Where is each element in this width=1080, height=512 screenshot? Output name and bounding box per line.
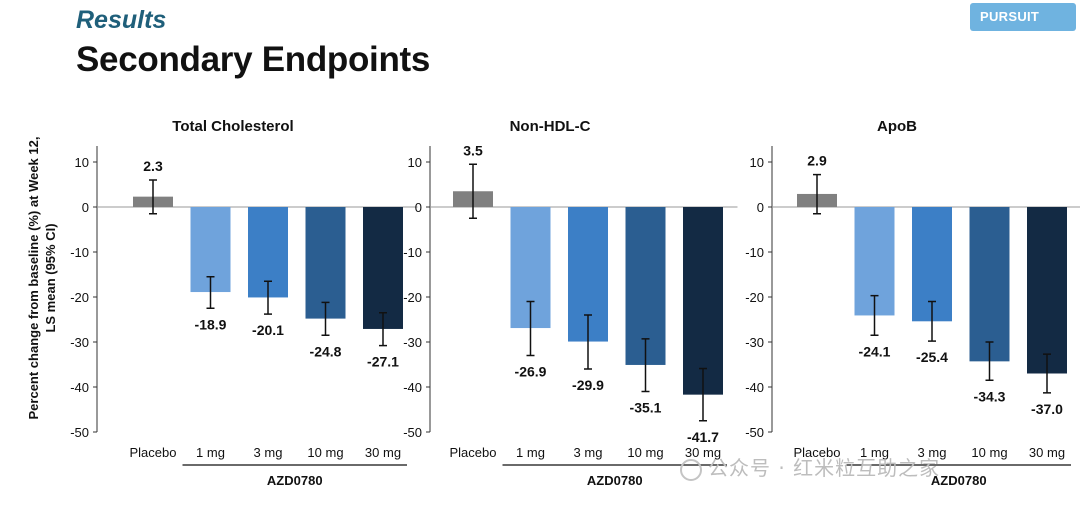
chart-1-bar-5: [363, 207, 403, 329]
chart-3-ytick-label: -50: [745, 425, 764, 440]
chart-3-value-label-2: -24.1: [859, 343, 891, 359]
chart-1-ytick-label: 0: [82, 200, 89, 215]
chart-3-group-label: AZD0780: [931, 473, 987, 488]
chart-3-value-label-4: -34.3: [974, 388, 1006, 404]
chart-2-value-label-5: -41.7: [687, 429, 719, 445]
chart-3-category-label-2: 1 mg: [860, 445, 889, 460]
chart-1-value-label-4: -24.8: [310, 343, 342, 359]
chart-3-ytick-label: 0: [757, 200, 764, 215]
chart-3-category-label-5: 30 mg: [1029, 445, 1065, 460]
page-title: Secondary Endpoints: [76, 40, 431, 79]
chart-2-ytick-label: -40: [403, 380, 422, 395]
chart-1-value-label-2: -18.9: [195, 316, 227, 332]
chart-1-ytick-label: -10: [70, 245, 89, 260]
chart-2-category-label-4: 10 mg: [627, 445, 663, 460]
chart-3-title: ApoB: [877, 118, 917, 135]
chart-2-category-label-1: Placebo: [450, 445, 497, 460]
section-label: Results: [76, 6, 167, 34]
chart-2-ytick-label: 10: [408, 155, 422, 170]
chart-2-value-label-2: -26.9: [515, 364, 547, 380]
wechat-icon: [680, 458, 702, 481]
chart-1-category-label-4: 10 mg: [307, 445, 343, 460]
chart-2-value-label-3: -29.9: [572, 377, 604, 393]
chart-3-ytick-label: -40: [745, 380, 764, 395]
chart-3-ytick-label: -30: [745, 335, 764, 350]
chart-1-value-label-5: -27.1: [367, 354, 399, 370]
chart-3-value-label-5: -37.0: [1031, 401, 1063, 417]
chart-3-ytick-label: -10: [745, 245, 764, 260]
chart-2-category-label-5: 30 mg: [685, 445, 721, 460]
chart-1-ytick-label: -40: [70, 380, 89, 395]
chart-2-ytick-label: -20: [403, 290, 422, 305]
chart-1-ytick-label: -50: [70, 425, 89, 440]
chart-2-value-label-1: 3.5: [463, 142, 483, 158]
chart-3-category-label-4: 10 mg: [971, 445, 1007, 460]
chart-3-bar-4: [969, 207, 1010, 362]
watermark-text: 公众号 · 红米粒互助之家: [708, 456, 941, 480]
chart-2-bar-5: [683, 207, 723, 395]
chart-1-ytick-label: -20: [70, 290, 89, 305]
chart-2-ytick-label: -50: [403, 425, 422, 440]
chart-3-value-label-1: 2.9: [807, 153, 827, 169]
chart-2-ytick-label: 0: [415, 200, 422, 215]
chart-1-ytick-label: -30: [70, 335, 89, 350]
watermark: 公众号 · 红米粒互助之家: [680, 452, 940, 481]
chart-3-category-label-3: 3 mg: [918, 445, 947, 460]
chart-1-category-label-2: 1 mg: [196, 445, 225, 460]
chart-1-value-label-1: 2.3: [143, 158, 163, 174]
chart-2-group-label: AZD0780: [587, 473, 643, 488]
chart-2-value-label-4: -35.1: [630, 400, 662, 416]
chart-1-ytick-label: 10: [75, 155, 89, 170]
chart-2-ytick-label: -30: [403, 335, 422, 350]
chart-1-title: Total Cholesterol: [172, 118, 293, 135]
chart-3-bar-5: [1027, 207, 1067, 374]
chart-2-ytick-label: -10: [403, 245, 422, 260]
chart-1-group-label: AZD0780: [267, 473, 323, 488]
chart-2-category-label-2: 1 mg: [516, 445, 545, 460]
chart-2-title: Non-HDL-C: [510, 118, 591, 135]
chart-1-bar-4: [305, 207, 346, 319]
chart-2-category-label-3: 3 mg: [574, 445, 603, 460]
chart-1-category-label-5: 30 mg: [365, 445, 401, 460]
chart-1-category-label-3: 3 mg: [254, 445, 283, 460]
chart-3-value-label-3: -25.4: [916, 349, 948, 365]
chart-1-value-label-3: -20.1: [252, 322, 284, 338]
chart-3-category-label-1: Placebo: [794, 445, 841, 460]
chart-3-ytick-label: 10: [750, 155, 764, 170]
chart-3-ytick-label: -20: [745, 290, 764, 305]
brand-badge: PURSUIT: [970, 3, 1076, 31]
chart-1-category-label-1: Placebo: [130, 445, 177, 460]
